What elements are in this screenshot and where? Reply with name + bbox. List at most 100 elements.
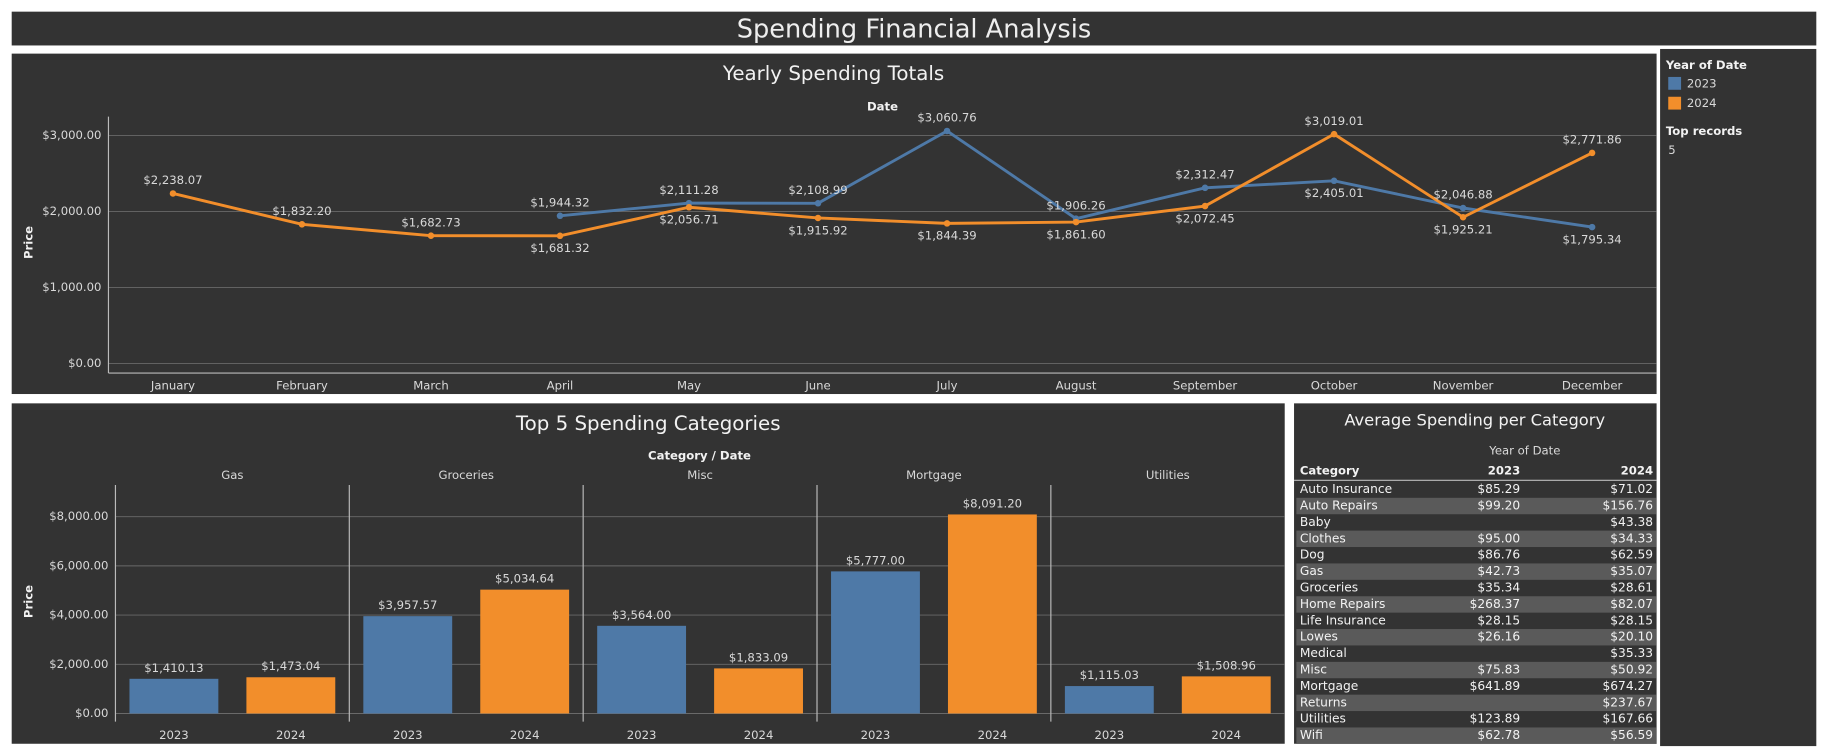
row-band [1296, 629, 1657, 646]
table-cell: Home Repairs [1300, 597, 1386, 611]
x-tick-label: 2023 [159, 728, 189, 742]
point [943, 220, 951, 227]
table-cell: $71.02 [1610, 482, 1653, 496]
bar [597, 625, 687, 714]
table-cell: Mortgage [1300, 679, 1358, 693]
data-label: $2,108.99 [788, 183, 847, 197]
point [1072, 218, 1080, 226]
table-cell: Auto Insurance [1300, 482, 1392, 496]
point [1201, 202, 1209, 210]
y-axis-title: Price [22, 585, 36, 618]
table-cell: $674.27 [1603, 679, 1654, 693]
table-cell: Wifi [1300, 728, 1323, 742]
table-cell: $34.33 [1610, 531, 1653, 545]
data-label: $1,115.03 [1080, 668, 1139, 682]
x-tick-label: March [413, 378, 449, 392]
table-cell: Dog [1300, 548, 1325, 562]
bar [363, 616, 453, 714]
x-tick-label: June [804, 378, 830, 392]
point [1588, 149, 1596, 157]
point [298, 221, 306, 228]
category-label: Utilities [1146, 468, 1190, 482]
data-label: $1,906.26 [1046, 198, 1105, 212]
x-tick-label: 2024 [276, 728, 306, 742]
category-label: Mortgage [906, 468, 962, 482]
table-cell: $86.76 [1477, 548, 1520, 562]
y-tick-label: $1,000.00 [42, 280, 101, 294]
x-tick-label: February [276, 378, 328, 392]
data-label: $2,056.71 [659, 213, 718, 227]
table-title: Average Spending per Category [1344, 410, 1605, 429]
legend-label: 2024 [1687, 96, 1717, 110]
y-tick-label: $3,000.00 [42, 128, 101, 142]
column-header: 2023 [1488, 463, 1520, 477]
y-tick-label: $0.00 [68, 356, 101, 370]
y-tick-label: $2,000.00 [49, 657, 108, 671]
bar [480, 589, 570, 714]
data-label: $1,844.39 [917, 229, 976, 243]
point [556, 212, 564, 220]
table-cell: $28.61 [1610, 581, 1653, 595]
data-label: $2,111.28 [659, 183, 718, 197]
table-cell: $167.66 [1603, 712, 1654, 726]
row-band [1296, 563, 1657, 580]
data-label: $3,564.00 [612, 608, 671, 622]
data-label: $2,312.47 [1175, 167, 1234, 181]
point [1330, 130, 1338, 138]
table-cell: $28.15 [1477, 613, 1520, 627]
table-cell: $82.07 [1610, 597, 1653, 611]
y-axis-title: Price [22, 226, 36, 259]
data-label: $2,046.88 [1433, 188, 1492, 202]
x-tick-label: 2023 [393, 728, 423, 742]
row-band [1296, 661, 1657, 679]
y-tick-label: $0.00 [75, 706, 108, 720]
bar [1064, 686, 1154, 714]
data-label: $1,915.92 [788, 223, 847, 237]
header-bar [11, 11, 1817, 46]
data-label: $2,405.01 [1304, 186, 1363, 200]
x-tick-label: 2024 [510, 728, 540, 742]
x-tick-label: September [1173, 378, 1238, 392]
data-label: $1,681.32 [530, 241, 589, 255]
point [169, 190, 177, 197]
point [1330, 177, 1338, 185]
table-cell: $35.34 [1477, 581, 1520, 595]
y-tick-label: $8,000.00 [49, 509, 108, 523]
x-tick-label: August [1056, 378, 1097, 392]
x-tick-label: 2023 [627, 728, 657, 742]
x-tick-label: 2023 [861, 728, 891, 742]
bar [1181, 676, 1271, 714]
table-cell: Clothes [1300, 531, 1346, 545]
table-cell: $35.07 [1610, 564, 1653, 578]
table-group-header: Year of Date [1488, 444, 1560, 458]
data-label: $1,410.13 [144, 661, 203, 675]
table-cell: $156.76 [1603, 499, 1654, 513]
y-tick-label: $2,000.00 [42, 204, 101, 218]
line-series [172, 132, 1593, 238]
x-axis-title: Date [867, 100, 898, 114]
table-cell: $62.59 [1610, 548, 1653, 562]
data-label: $8,091.20 [963, 496, 1022, 510]
y-tick-label: $6,000.00 [49, 558, 108, 572]
table-cell: $20.10 [1610, 630, 1653, 644]
column-header: Category [1300, 463, 1360, 477]
table-cell: $95.00 [1477, 531, 1520, 545]
legend-label: 2023 [1687, 76, 1717, 90]
point [814, 214, 822, 222]
x-tick-label: January [150, 378, 195, 392]
table-cell: $99.20 [1477, 499, 1520, 513]
category-label: Gas [221, 468, 243, 482]
bar [714, 668, 803, 714]
row-band [1296, 596, 1657, 613]
point [943, 127, 951, 135]
table-cell: $35.33 [1610, 646, 1653, 660]
x-tick-label: May [677, 378, 701, 392]
table-cell: Groceries [1300, 581, 1358, 595]
line-panel [11, 53, 1657, 395]
bar-title: Top 5 Spending Categories [515, 412, 781, 435]
x-tick-label: 2023 [1095, 728, 1125, 742]
bar [246, 677, 336, 714]
bar [947, 514, 1037, 714]
table-cell: $641.89 [1470, 679, 1521, 693]
table-cell: $85.29 [1477, 482, 1520, 496]
